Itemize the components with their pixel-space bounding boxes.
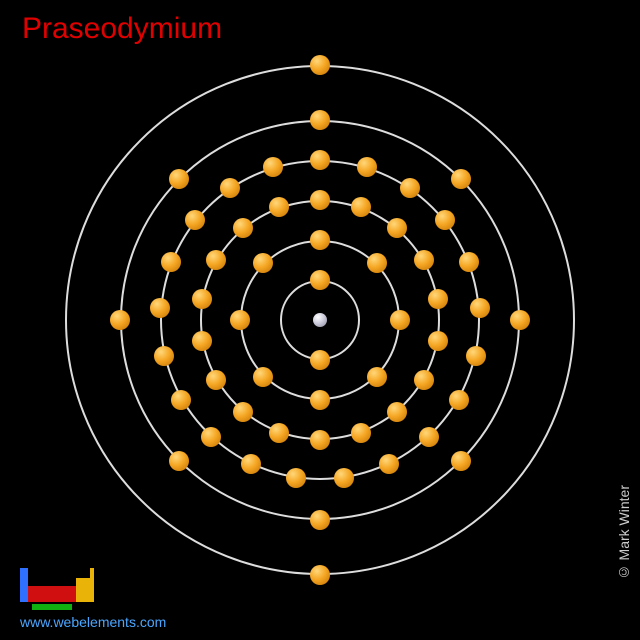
- ptable-block: [32, 604, 72, 610]
- electron: [351, 197, 371, 217]
- electron: [390, 310, 410, 330]
- electron: [269, 423, 289, 443]
- electron: [449, 390, 469, 410]
- electron: [310, 230, 330, 250]
- electron: [310, 110, 330, 130]
- electron: [367, 367, 387, 387]
- electron: [451, 169, 471, 189]
- ptable-block: [90, 568, 94, 602]
- footer: www.webelements.com: [20, 568, 166, 630]
- electron: [379, 454, 399, 474]
- electron: [110, 310, 130, 330]
- electron: [161, 252, 181, 272]
- electron: [387, 402, 407, 422]
- electron: [233, 402, 253, 422]
- source-url: www.webelements.com: [20, 614, 166, 630]
- electron: [435, 210, 455, 230]
- ptable-block: [28, 586, 76, 602]
- electron: [185, 210, 205, 230]
- ptable-block: [76, 578, 90, 602]
- electron: [201, 427, 221, 447]
- electron: [263, 157, 283, 177]
- electron: [253, 253, 273, 273]
- electron: [466, 346, 486, 366]
- electron: [269, 197, 289, 217]
- electron: [169, 169, 189, 189]
- electron: [171, 390, 191, 410]
- electron: [387, 218, 407, 238]
- electron: [220, 178, 240, 198]
- periodic-table-icon: [20, 568, 100, 610]
- electron: [154, 346, 174, 366]
- electron: [351, 423, 371, 443]
- electron: [286, 468, 306, 488]
- electron: [150, 298, 170, 318]
- electron: [310, 150, 330, 170]
- electron: [367, 253, 387, 273]
- electron: [451, 451, 471, 471]
- electron: [334, 468, 354, 488]
- copyright-text: © Mark Winter: [616, 485, 632, 580]
- electron: [428, 331, 448, 351]
- electron: [310, 510, 330, 530]
- electron: [470, 298, 490, 318]
- electron: [310, 350, 330, 370]
- electron: [233, 218, 253, 238]
- electron: [310, 270, 330, 290]
- electron: [206, 370, 226, 390]
- electron: [419, 427, 439, 447]
- electron: [310, 390, 330, 410]
- electron: [357, 157, 377, 177]
- electron: [459, 252, 479, 272]
- electron: [400, 178, 420, 198]
- electron: [414, 250, 434, 270]
- electron: [169, 451, 189, 471]
- element-title: Praseodymium: [22, 12, 222, 46]
- electron: [310, 190, 330, 210]
- electron: [253, 367, 273, 387]
- electron: [310, 430, 330, 450]
- electron: [414, 370, 434, 390]
- electron: [241, 454, 261, 474]
- electron: [206, 250, 226, 270]
- shell-ring-6: [65, 65, 575, 575]
- electron: [310, 55, 330, 75]
- electron: [192, 289, 212, 309]
- electron: [230, 310, 250, 330]
- electron: [428, 289, 448, 309]
- ptable-block: [20, 568, 28, 602]
- electron: [510, 310, 530, 330]
- electron: [310, 565, 330, 585]
- shell-diagram: [32, 60, 608, 580]
- electron: [192, 331, 212, 351]
